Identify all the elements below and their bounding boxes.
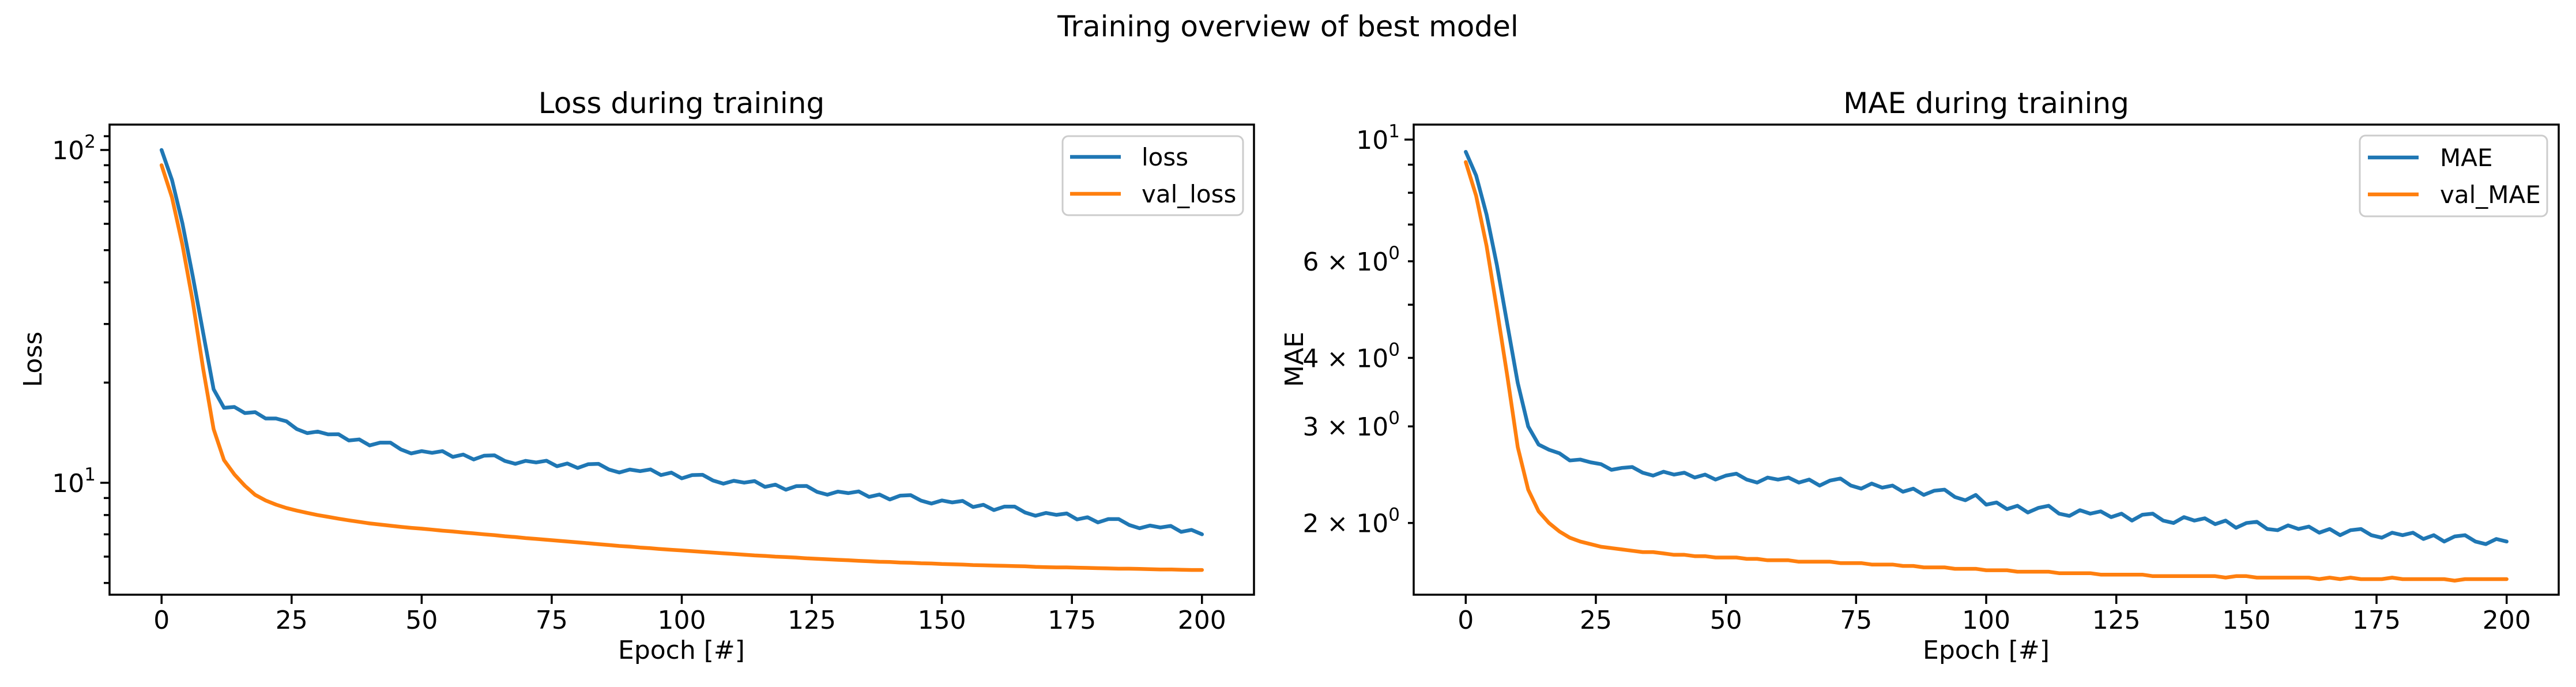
x-tick-label: 50 xyxy=(1710,606,1742,635)
x-tick-label: 100 xyxy=(1962,606,2010,635)
series-line-loss xyxy=(159,148,1204,536)
y-tick-label: 101 xyxy=(52,464,96,498)
mae-xaxis-label: Epoch [#] xyxy=(1923,636,2050,665)
loss-axes-frame xyxy=(108,123,1255,596)
mae-legend: MAE val_MAE xyxy=(2359,134,2548,217)
x-tick-label: 200 xyxy=(2483,606,2531,635)
val-mae-legend-label: val_MAE xyxy=(2440,181,2541,209)
series-line-val_MAE xyxy=(1464,160,2509,583)
y-tick-label: 6 × 100 xyxy=(1302,243,1400,277)
mae-axes-frame xyxy=(1413,123,2560,596)
y-tick-label: 3 × 100 xyxy=(1302,408,1400,442)
x-tick-label: 100 xyxy=(658,606,706,635)
loss-axes-ticks: 0 25 50 75 100 125 150 175 200 102 101 xyxy=(52,132,1226,635)
x-tick-label: 125 xyxy=(788,606,836,635)
y-tick-label: 2 × 100 xyxy=(1302,505,1400,539)
loss-legend: loss val_loss xyxy=(1061,135,1244,216)
val-loss-legend-label: val_loss xyxy=(1142,180,1236,208)
loss-series-lines xyxy=(159,148,1204,572)
axes-loss: Loss during training 0 25 50 75 100 125 150 175… xyxy=(18,87,1255,665)
x-tick-label: 25 xyxy=(276,606,308,635)
mae-series-lines xyxy=(1464,149,2509,583)
figure-suptitle: Training overview of best model xyxy=(1057,10,1519,43)
x-tick-label: 175 xyxy=(1048,606,1096,635)
chart-title-loss: Loss during training xyxy=(538,87,824,120)
x-tick-label: 150 xyxy=(2222,606,2270,635)
x-tick-label: 25 xyxy=(1580,606,1612,635)
mae-legend-label: MAE xyxy=(2440,144,2493,172)
x-tick-label: 125 xyxy=(2092,606,2141,635)
x-tick-label: 150 xyxy=(918,606,966,635)
x-tick-label: 0 xyxy=(1458,606,1474,635)
mae-yaxis-label: MAE xyxy=(1280,332,1309,387)
x-tick-label: 0 xyxy=(153,606,170,635)
x-tick-label: 75 xyxy=(1840,606,1872,635)
x-tick-label: 175 xyxy=(2352,606,2401,635)
y-tick-label: 4 × 100 xyxy=(1302,339,1400,373)
y-tick-label: 101 xyxy=(1356,121,1400,155)
loss-xaxis-label: Epoch [#] xyxy=(618,636,745,665)
chart-title-mae: MAE during training xyxy=(1843,87,2129,120)
mae-axes-ticks: 0 25 50 75 100 125 150 175 200 101 6 × 100 4 × 100 3… xyxy=(1302,121,2530,635)
loss-yaxis-label: Loss xyxy=(18,332,48,388)
x-tick-label: 75 xyxy=(536,606,568,635)
series-line-MAE xyxy=(1464,149,2509,546)
axes-mae: MAE during training 0 25 50 75 100 125 150 175 2… xyxy=(1280,87,2560,665)
loss-legend-label: loss xyxy=(1142,143,1188,171)
series-line-val_loss xyxy=(159,163,1204,572)
y-tick-label: 102 xyxy=(52,132,96,166)
x-tick-label: 50 xyxy=(405,606,438,635)
x-tick-label: 200 xyxy=(1178,606,1226,635)
